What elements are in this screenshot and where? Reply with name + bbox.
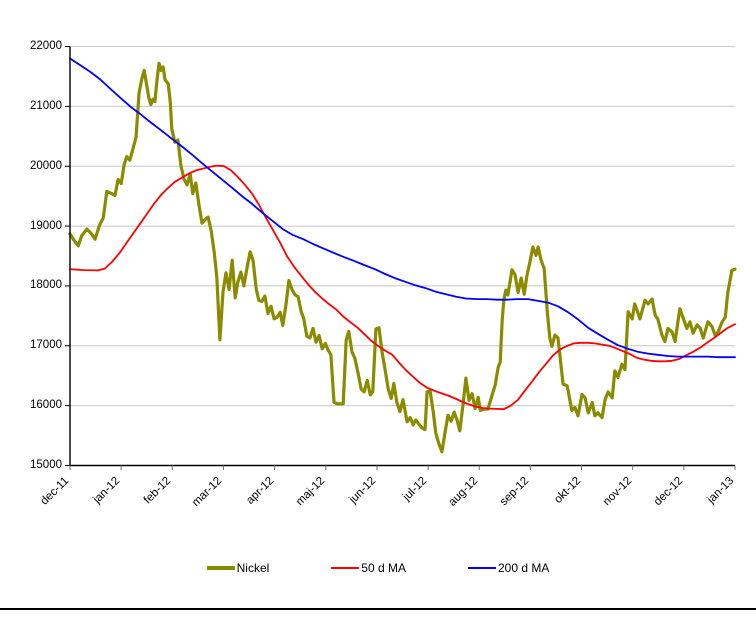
y-axis-label: 21000 <box>30 99 62 112</box>
bottom-divider <box>0 608 756 610</box>
legend-item-nickel: Nickel <box>206 561 270 575</box>
y-axis-label: 16000 <box>30 399 62 412</box>
legend-label-50d-ma: 50 d MA <box>361 561 406 575</box>
series-line-200-d-ma <box>69 57 736 359</box>
y-axis-label: 17000 <box>30 339 62 352</box>
y-axis-label: 19000 <box>30 219 62 232</box>
legend-item-50d-ma: 50 d MA <box>331 561 406 575</box>
legend-item-200d-ma: 200 d MA <box>468 561 549 575</box>
y-axis-label: 22000 <box>30 40 62 52</box>
y-axis-label: 18000 <box>30 279 62 292</box>
legend-label-200d-ma: 200 d MA <box>498 561 550 575</box>
nickel-line-swatch <box>206 566 235 570</box>
legend-label-nickel: Nickel <box>236 561 270 575</box>
chart-legend: Nickel 50 d MA 200 d MA <box>0 561 756 575</box>
ma200-line-swatch <box>468 567 496 569</box>
ma50-line-swatch <box>331 567 360 569</box>
series-line-50-d-ma <box>69 164 736 411</box>
y-axis-label: 15000 <box>30 459 62 471</box>
y-axis-label: 20000 <box>30 159 62 172</box>
series-line-nickel <box>68 61 737 454</box>
